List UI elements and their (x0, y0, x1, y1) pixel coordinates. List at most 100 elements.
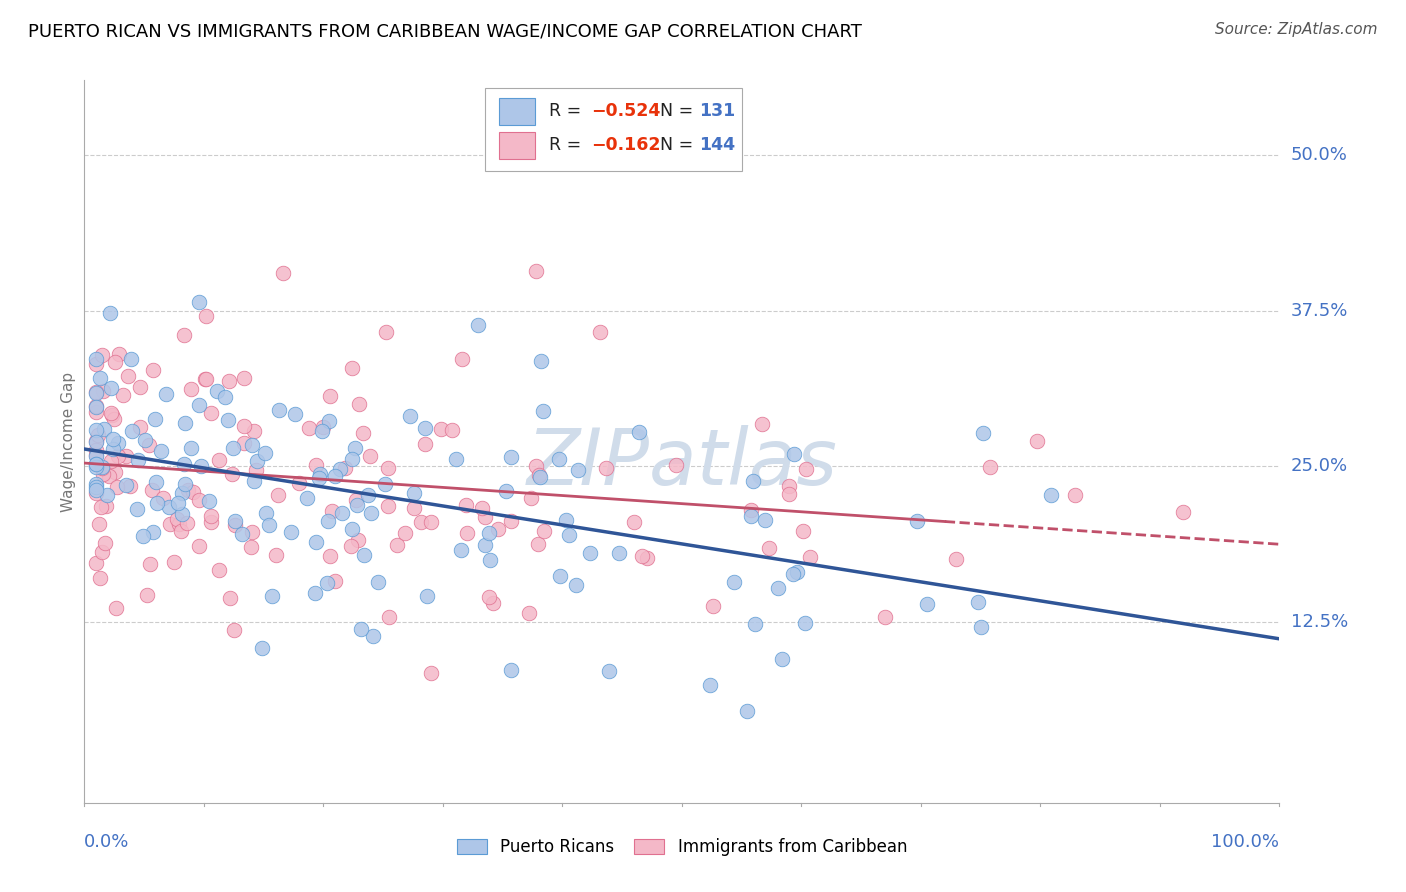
Point (478, 525, 501, 540)
Point (188, 295, 211, 310)
Point (969, 620, 991, 634)
Point (89, 371, 111, 385)
Point (377, 500, 399, 514)
Text: PUERTO RICAN VS IMMIGRANTS FROM CARIBBEAN WAGE/INCOME GAP CORRELATION CHART: PUERTO RICAN VS IMMIGRANTS FROM CARIBBEA… (28, 22, 862, 40)
Point (256, 507, 278, 521)
Point (173, 327, 195, 342)
Point (792, 524, 814, 539)
Point (155, 386, 177, 401)
Point (100, 454, 122, 468)
Point (240, 540, 263, 554)
Point (170, 485, 193, 500)
Point (742, 475, 765, 489)
Point (531, 403, 554, 417)
Point (243, 474, 266, 488)
Point (100, 381, 122, 395)
Point (1063, 488, 1085, 502)
Point (413, 421, 436, 435)
Point (120, 479, 142, 493)
Point (340, 452, 363, 467)
Point (86, 459, 108, 474)
Point (264, 548, 287, 562)
Point (335, 461, 357, 475)
Point (754, 513, 776, 527)
Point (486, 522, 509, 536)
Text: 100.0%: 100.0% (1212, 833, 1279, 851)
Point (91, 384, 114, 398)
Point (150, 444, 173, 458)
Point (770, 651, 793, 665)
Point (222, 624, 245, 638)
Point (86, 385, 108, 400)
Text: −0.524: −0.524 (591, 103, 661, 120)
Point (180, 441, 202, 455)
Point (129, 419, 152, 434)
Point (786, 565, 808, 579)
Point (799, 550, 821, 565)
Point (218, 591, 240, 605)
Point (579, 546, 602, 560)
Point (794, 615, 817, 630)
Point (104, 600, 127, 615)
Point (127, 453, 149, 467)
Point (778, 487, 800, 501)
Point (740, 508, 762, 523)
Point (94, 536, 117, 550)
Point (402, 486, 425, 500)
Point (231, 527, 253, 541)
Point (524, 458, 547, 473)
Point (530, 354, 553, 368)
Point (217, 413, 239, 427)
Text: −0.162: −0.162 (591, 136, 661, 154)
Point (344, 441, 367, 455)
Point (187, 539, 209, 553)
Point (89, 571, 111, 585)
Point (778, 478, 800, 492)
FancyBboxPatch shape (499, 132, 534, 159)
Point (474, 510, 496, 524)
Point (128, 379, 150, 393)
Point (627, 425, 650, 440)
Point (90, 461, 112, 475)
Point (329, 462, 352, 476)
Point (375, 325, 398, 339)
Point (495, 484, 517, 499)
Point (398, 409, 420, 423)
Point (188, 493, 211, 508)
FancyBboxPatch shape (485, 87, 742, 170)
Point (471, 500, 494, 515)
Point (394, 525, 416, 540)
Point (138, 438, 160, 452)
Point (526, 264, 548, 278)
Point (87, 516, 110, 531)
Point (751, 417, 773, 431)
Point (167, 517, 190, 532)
Point (240, 438, 263, 452)
Point (357, 488, 380, 502)
Point (520, 491, 543, 505)
Point (420, 665, 443, 680)
Point (444, 452, 467, 467)
Legend: Puerto Ricans, Immigrants from Caribbean: Puerto Ricans, Immigrants from Caribbean (457, 838, 907, 856)
Point (104, 355, 127, 369)
Point (979, 460, 1001, 475)
Point (347, 533, 370, 547)
Point (529, 468, 551, 483)
Point (86, 480, 108, 494)
Point (246, 454, 269, 468)
Point (86, 477, 108, 491)
Point (374, 477, 396, 491)
Point (101, 432, 124, 446)
Point (91, 348, 114, 362)
Point (429, 422, 451, 436)
Point (143, 411, 166, 425)
Point (482, 596, 505, 610)
Point (173, 457, 195, 471)
Point (501, 514, 523, 528)
Point (702, 599, 724, 614)
Point (86, 405, 108, 419)
Point (86, 386, 108, 401)
Point (409, 515, 432, 529)
Point (330, 506, 353, 520)
Point (305, 535, 328, 549)
